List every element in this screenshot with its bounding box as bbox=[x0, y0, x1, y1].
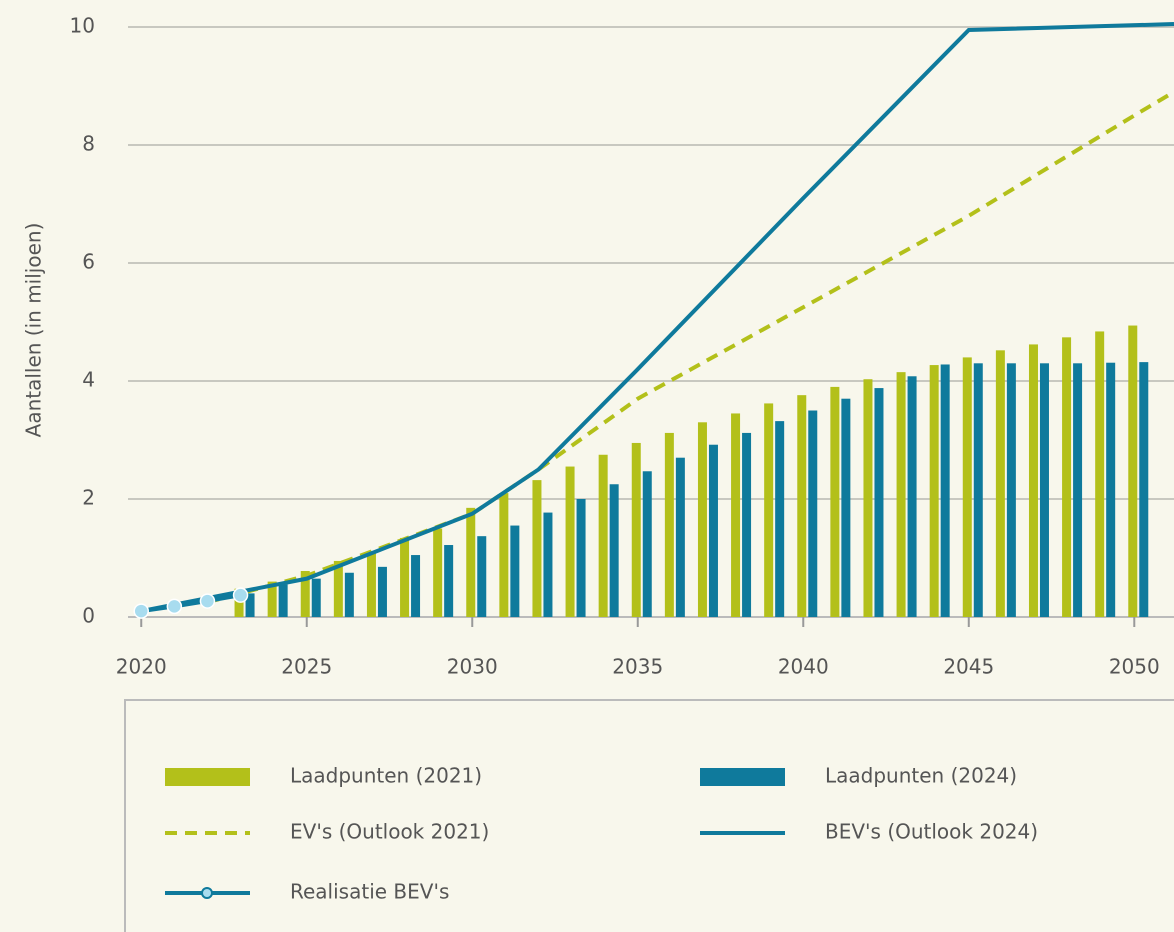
y-tick-label: 6 bbox=[82, 250, 95, 274]
bar bbox=[808, 410, 818, 617]
bar bbox=[664, 432, 674, 617]
bar bbox=[764, 403, 774, 617]
bar bbox=[499, 493, 509, 617]
legend-label: Laadpunten (2024) bbox=[825, 764, 1017, 788]
y-tick-label: 4 bbox=[82, 368, 95, 392]
bar bbox=[995, 350, 1005, 617]
bar bbox=[245, 593, 255, 617]
x-tick-label: 2050 bbox=[1109, 655, 1160, 679]
x-tick-label: 2020 bbox=[116, 655, 167, 679]
x-tick-label: 2045 bbox=[943, 655, 994, 679]
y-axis-label: Aantallen (in miljoen) bbox=[22, 223, 46, 438]
bar bbox=[708, 444, 718, 617]
bar bbox=[234, 588, 244, 617]
bar bbox=[929, 365, 939, 617]
bar bbox=[267, 581, 277, 617]
bar bbox=[830, 386, 840, 617]
bar bbox=[1106, 362, 1116, 617]
bar bbox=[1039, 363, 1049, 617]
x-tick-label: 2035 bbox=[612, 655, 663, 679]
legend-label: Realisatie BEV's bbox=[290, 880, 449, 904]
bar bbox=[1028, 344, 1038, 617]
marker bbox=[166, 598, 183, 615]
bar bbox=[300, 570, 310, 617]
y-tick-label: 2 bbox=[82, 486, 95, 510]
bar bbox=[1128, 325, 1138, 617]
bar bbox=[697, 422, 707, 617]
bar bbox=[366, 552, 376, 617]
bar bbox=[907, 376, 917, 617]
bar bbox=[642, 471, 652, 617]
bar bbox=[543, 512, 553, 617]
marker bbox=[232, 587, 249, 603]
bar bbox=[863, 379, 873, 617]
bar bbox=[797, 395, 807, 617]
bar bbox=[377, 566, 387, 617]
bar bbox=[841, 398, 851, 617]
bar bbox=[433, 528, 443, 617]
bar bbox=[1139, 362, 1149, 617]
legend-label: BEV's (Outlook 2024) bbox=[825, 820, 1038, 844]
bar bbox=[278, 584, 288, 617]
bar bbox=[510, 525, 520, 617]
legend-box bbox=[124, 699, 1174, 932]
marker bbox=[199, 593, 216, 609]
bar bbox=[962, 357, 972, 617]
bar bbox=[874, 388, 884, 617]
bar bbox=[675, 457, 685, 617]
y-tick-label: 10 bbox=[70, 14, 95, 38]
bar bbox=[532, 480, 542, 617]
bar bbox=[344, 572, 354, 617]
line bbox=[140, 22, 1174, 614]
y-tick-label: 0 bbox=[82, 604, 95, 628]
bar bbox=[477, 536, 487, 617]
bar bbox=[1095, 331, 1105, 617]
bar bbox=[444, 545, 454, 617]
y-tick-label: 8 bbox=[82, 132, 95, 156]
x-tick-label: 2030 bbox=[447, 655, 498, 679]
bar bbox=[1073, 363, 1083, 617]
bar bbox=[609, 484, 619, 617]
bar bbox=[731, 413, 741, 617]
bar bbox=[311, 578, 321, 617]
legend-label: Laadpunten (2021) bbox=[290, 764, 482, 788]
bar bbox=[940, 364, 950, 617]
legend-swatch bbox=[165, 768, 250, 786]
bar bbox=[565, 466, 575, 617]
bar bbox=[973, 363, 983, 617]
bar bbox=[598, 454, 608, 617]
bar bbox=[775, 421, 785, 617]
bar bbox=[576, 499, 586, 617]
bar bbox=[411, 555, 421, 617]
bar bbox=[896, 372, 906, 617]
bar bbox=[1006, 363, 1016, 617]
marker bbox=[133, 603, 149, 619]
legend-marker bbox=[201, 887, 213, 899]
legend-label: EV's (Outlook 2021) bbox=[290, 820, 489, 844]
bar bbox=[742, 432, 752, 617]
x-tick-label: 2040 bbox=[778, 655, 829, 679]
bar bbox=[1062, 337, 1072, 617]
legend-swatch bbox=[700, 768, 785, 786]
x-tick-label: 2025 bbox=[281, 655, 332, 679]
bar bbox=[631, 442, 641, 617]
bar bbox=[333, 560, 343, 617]
bar bbox=[466, 507, 476, 617]
bar bbox=[400, 537, 410, 617]
line bbox=[140, 593, 241, 614]
